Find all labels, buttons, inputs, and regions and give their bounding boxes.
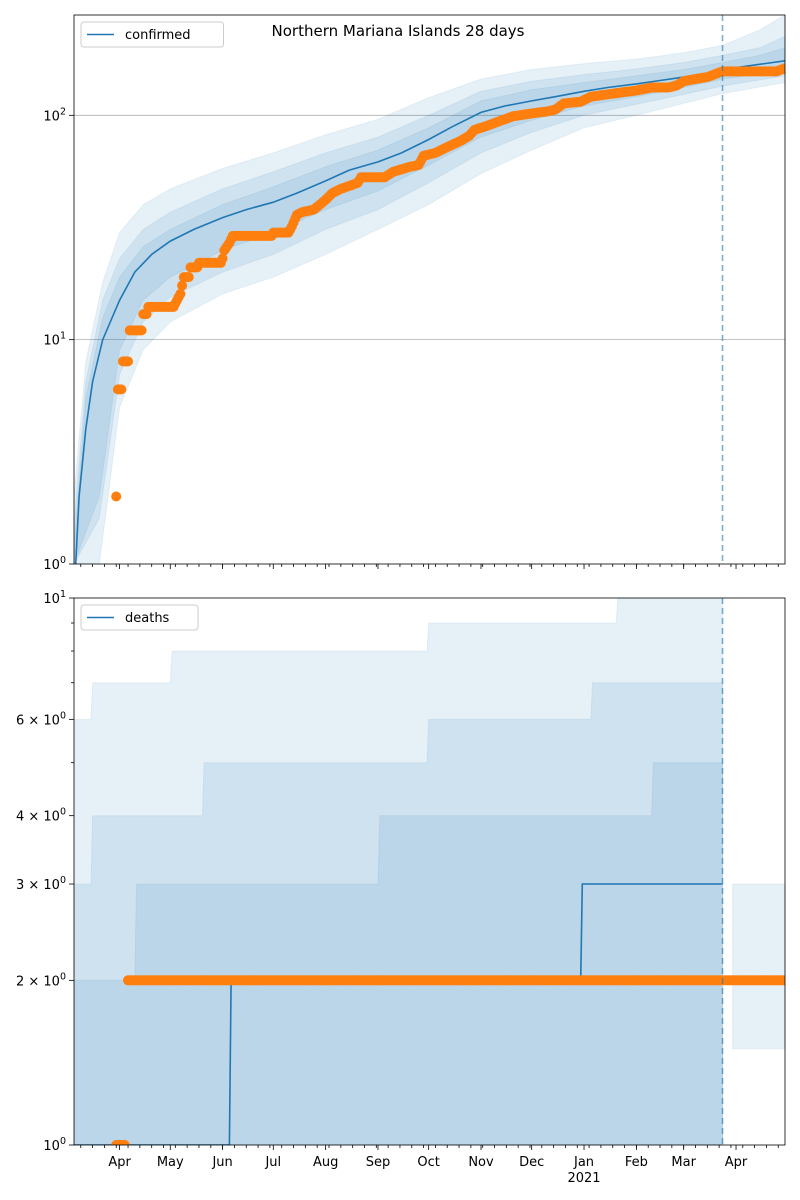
observed-point	[136, 325, 147, 336]
y-tick-label: 4 × 100	[16, 807, 66, 825]
observed-point	[780, 63, 785, 74]
y-tick-label: 2 × 100	[16, 971, 66, 989]
y-tick-label: 3 × 100	[16, 875, 66, 893]
x-tick-label: Sep	[366, 1155, 391, 1170]
x-tick-label: Apr	[108, 1155, 131, 1170]
y-tick-label: 100	[43, 1136, 66, 1154]
y-tick-label: 100	[43, 555, 66, 573]
plot-area	[74, 15, 785, 564]
observed-point	[780, 975, 785, 986]
observed-point	[217, 253, 228, 264]
observed-point	[183, 272, 194, 283]
y-tick-label: 102	[43, 106, 66, 124]
legend-label: deaths	[125, 611, 170, 626]
observed-point	[119, 1140, 130, 1145]
legend: deaths	[80, 604, 199, 631]
uncertainty-band-2	[74, 35, 785, 564]
y-tick-label: 101	[43, 589, 66, 607]
plot-area	[74, 598, 785, 1145]
x-tick-label: Jan	[573, 1155, 594, 1170]
axes-frame	[73, 14, 786, 565]
legend-label: confirmed	[125, 28, 191, 43]
chart-title: Northern Mariana Islands 28 days	[272, 22, 525, 40]
x-tick-label: Jun	[211, 1155, 232, 1170]
observed-point	[116, 384, 127, 395]
x-tick-label: Jul	[264, 1155, 281, 1170]
legend: confirmed	[80, 21, 224, 48]
axes-frame	[73, 597, 786, 1146]
observed-point	[177, 280, 188, 291]
x-tick-label: Nov	[468, 1155, 494, 1170]
y-tick-label: 101	[43, 331, 66, 349]
observed-points	[111, 975, 785, 1145]
confirmed-panel: 100 101 102 confirmed	[43, 14, 786, 573]
uncertainty-band-1	[74, 598, 723, 1145]
x-tick-label: Dec	[519, 1155, 544, 1170]
observed-point	[111, 491, 122, 502]
observed-points	[111, 63, 785, 502]
legend-box	[80, 21, 224, 48]
y-tick-label: 6 × 100	[16, 710, 66, 728]
deaths-panel: 100 101 2 × 100 3 × 100 4 × 100 6 × 100 Apr May…	[16, 589, 786, 1186]
x-tick-label: Oct	[417, 1155, 439, 1170]
model-line	[74, 60, 785, 564]
uncertainty-band-4	[732, 883, 785, 1050]
uncertainty-band-2	[74, 682, 723, 1145]
observed-point	[123, 356, 133, 367]
x-tick-label: May	[157, 1155, 184, 1170]
x-tick-label: Apr	[725, 1155, 748, 1170]
x-tick-label: Aug	[313, 1155, 338, 1170]
uncertainty-band-3	[74, 762, 723, 1145]
legend-box	[80, 604, 199, 631]
x-tick-year-label: 2021	[567, 1171, 600, 1186]
observed-point	[175, 288, 186, 299]
x-tick-label: Feb	[625, 1155, 648, 1170]
x-tick-label: Mar	[671, 1155, 696, 1170]
